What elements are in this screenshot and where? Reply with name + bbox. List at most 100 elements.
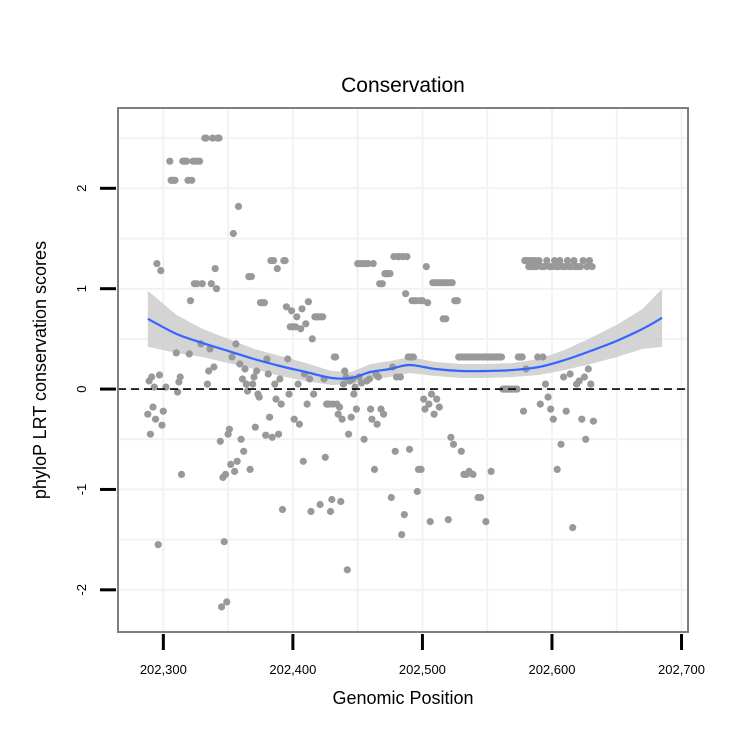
- data-point: [448, 279, 456, 287]
- data-point: [233, 457, 241, 465]
- data-point: [332, 353, 340, 361]
- data-point: [269, 257, 278, 265]
- data-point: [469, 470, 477, 478]
- data-point: [400, 510, 408, 519]
- data-point: [477, 493, 485, 502]
- data-point: [247, 273, 255, 281]
- data-point: [551, 257, 559, 265]
- data-point: [166, 157, 174, 165]
- data-point: [263, 355, 271, 363]
- y-tick-label: 0: [74, 385, 89, 392]
- data-point: [146, 430, 154, 438]
- data-point: [306, 375, 314, 383]
- data-point: [304, 298, 312, 306]
- data-point: [562, 407, 570, 415]
- data-point: [310, 390, 318, 398]
- data-point: [272, 395, 280, 403]
- data-point: [386, 270, 394, 278]
- data-point: [298, 305, 306, 313]
- x-tick-label: 202,600: [528, 662, 575, 677]
- data-point: [185, 350, 193, 358]
- data-point: [457, 447, 465, 455]
- confidence-band-group: [147, 288, 663, 386]
- data-point: [576, 263, 585, 271]
- data-point: [426, 518, 434, 526]
- data-point: [215, 134, 223, 142]
- data-point: [347, 413, 355, 421]
- data-point: [422, 263, 430, 271]
- data-point: [282, 303, 290, 311]
- data-point: [442, 315, 450, 323]
- y-tick-label: -1: [74, 484, 89, 496]
- data-point: [427, 390, 436, 398]
- data-point: [365, 375, 373, 383]
- data-point: [249, 380, 257, 388]
- data-point: [569, 524, 577, 532]
- data-point: [444, 516, 452, 524]
- data-point: [155, 371, 164, 379]
- data-point: [341, 367, 349, 375]
- x-tick-label: 202,400: [269, 662, 316, 677]
- data-point: [212, 285, 221, 293]
- data-point: [260, 299, 268, 307]
- data-point: [588, 263, 596, 271]
- data-point: [583, 263, 591, 271]
- data-point: [218, 603, 226, 611]
- data-point: [402, 290, 410, 298]
- data-point: [308, 335, 316, 343]
- data-point: [153, 260, 161, 268]
- data-point: [519, 407, 528, 415]
- data-point: [580, 373, 589, 381]
- data-point: [177, 470, 186, 478]
- data-point: [321, 453, 329, 461]
- data-point: [209, 134, 217, 142]
- data-point: [409, 353, 417, 361]
- data-point: [183, 157, 191, 165]
- data-point: [544, 393, 552, 401]
- data-point: [396, 373, 404, 381]
- data-point: [237, 435, 245, 443]
- data-point: [266, 413, 274, 421]
- plot-border: [117, 107, 689, 633]
- data-point: [149, 403, 157, 411]
- data-point: [273, 265, 281, 273]
- data-point: [570, 257, 578, 265]
- data-point: [417, 465, 425, 473]
- data-point: [579, 257, 587, 265]
- data-point: [250, 373, 258, 381]
- smooth-curve: [147, 316, 663, 380]
- data-point: [374, 373, 382, 381]
- data-point: [264, 370, 272, 378]
- data-point: [152, 415, 160, 423]
- data-point: [223, 598, 231, 606]
- data-point: [297, 325, 305, 333]
- data-point: [198, 280, 206, 288]
- data-point: [211, 265, 219, 273]
- data-point: [290, 415, 298, 423]
- data-point: [482, 518, 490, 526]
- x-axis-label: Genomic Position: [332, 688, 473, 708]
- data-point: [232, 340, 240, 348]
- confidence-band: [147, 288, 663, 386]
- data-point: [535, 257, 543, 265]
- data-point: [420, 395, 428, 403]
- data-point: [275, 430, 283, 438]
- data-point: [560, 373, 568, 381]
- data-point: [364, 260, 372, 268]
- data-point: [575, 377, 583, 385]
- data-point: [276, 375, 284, 383]
- data-point: [589, 417, 598, 425]
- data-point: [403, 253, 411, 261]
- data-point: [497, 353, 506, 361]
- data-point: [578, 415, 586, 423]
- data-point: [188, 176, 196, 184]
- data-point: [171, 176, 179, 184]
- data-point: [236, 360, 244, 368]
- data-point: [532, 263, 541, 271]
- data-point: [380, 410, 388, 418]
- y-tick-label: 2: [74, 185, 89, 192]
- data-point: [453, 297, 461, 305]
- data-point: [225, 425, 233, 433]
- data-point: [240, 447, 248, 455]
- data-point: [391, 447, 399, 455]
